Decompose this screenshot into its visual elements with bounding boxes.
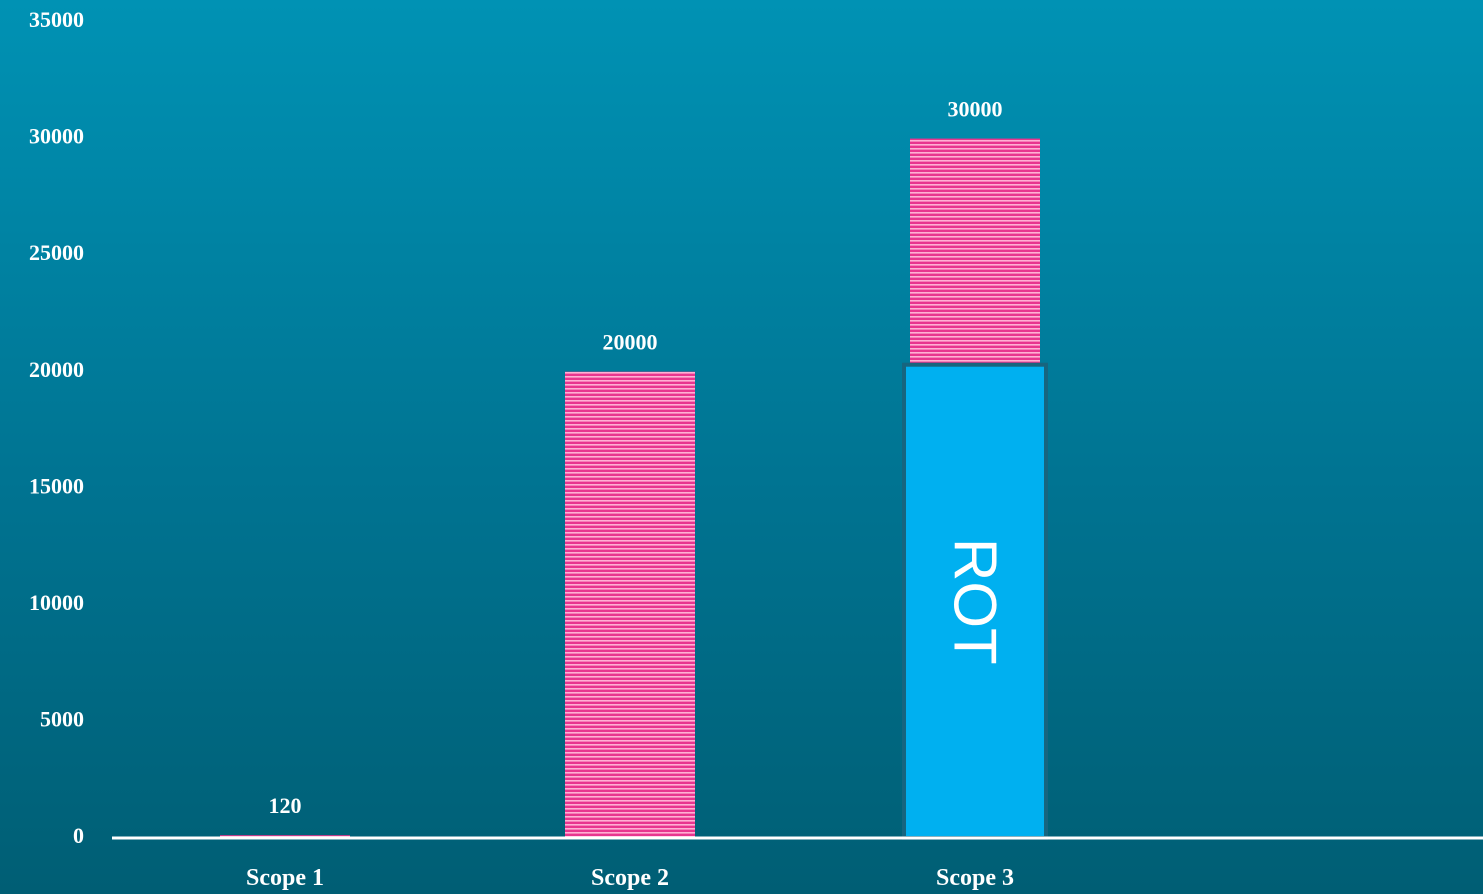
y-tick-label: 25000 [29, 240, 84, 265]
y-tick-label: 20000 [29, 357, 84, 382]
data-labels: 120 20000 30000 [269, 97, 1003, 819]
rot-label: ROT [942, 538, 1009, 665]
data-label: 120 [269, 793, 302, 818]
y-tick-label: 10000 [29, 590, 84, 615]
y-axis-ticks: 0 5000 10000 15000 20000 25000 30000 35000 [29, 7, 84, 848]
rot-box [902, 362, 1048, 840]
y-tick-label: 5000 [40, 706, 84, 731]
y-tick-label: 15000 [29, 473, 84, 498]
x-category-label: Scope 1 [246, 865, 324, 891]
rot-annotation: ROT [902, 362, 1048, 840]
data-label: 30000 [948, 97, 1003, 122]
y-tick-label: 0 [73, 823, 84, 848]
data-label: 20000 [603, 330, 658, 355]
y-tick-label: 30000 [29, 124, 84, 149]
bar [565, 371, 695, 838]
x-category-label: Scope 3 [936, 865, 1014, 891]
y-tick-label: 35000 [29, 7, 84, 32]
x-axis-categories: Scope 1 Scope 2 Scope 3 [246, 865, 1014, 891]
x-category-label: Scope 2 [591, 865, 669, 891]
